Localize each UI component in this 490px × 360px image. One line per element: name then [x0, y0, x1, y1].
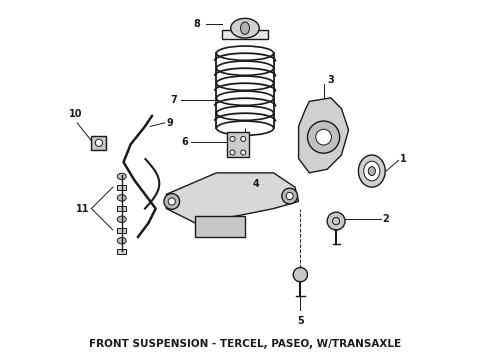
Circle shape — [327, 212, 345, 230]
Circle shape — [230, 136, 235, 141]
Circle shape — [96, 139, 102, 147]
Ellipse shape — [231, 18, 259, 38]
Bar — [118, 206, 126, 211]
Ellipse shape — [117, 216, 126, 222]
Circle shape — [282, 188, 297, 204]
Ellipse shape — [117, 195, 126, 201]
Polygon shape — [167, 173, 298, 223]
Bar — [227, 132, 248, 157]
Circle shape — [308, 121, 340, 153]
Text: 7: 7 — [171, 95, 177, 105]
Ellipse shape — [241, 22, 249, 35]
Text: 6: 6 — [181, 138, 188, 148]
Text: 11: 11 — [76, 203, 90, 213]
Circle shape — [164, 194, 180, 209]
Text: 4: 4 — [252, 179, 259, 189]
Text: FRONT SUSPENSION - TERCEL, PASEO, W/TRANSAXLE: FRONT SUSPENSION - TERCEL, PASEO, W/TRAN… — [89, 339, 401, 349]
Circle shape — [286, 193, 293, 200]
Text: 1: 1 — [400, 154, 407, 164]
Text: 9: 9 — [167, 118, 173, 128]
Circle shape — [316, 129, 331, 145]
Ellipse shape — [117, 238, 126, 244]
Circle shape — [241, 150, 245, 155]
Bar — [118, 185, 126, 190]
Ellipse shape — [117, 173, 126, 180]
Ellipse shape — [364, 161, 380, 181]
Text: 2: 2 — [383, 214, 389, 224]
Text: 5: 5 — [297, 316, 304, 326]
Circle shape — [241, 136, 245, 141]
Bar — [92, 136, 106, 150]
Circle shape — [168, 198, 175, 205]
Text: 8: 8 — [194, 18, 200, 28]
Bar — [195, 216, 245, 237]
Ellipse shape — [358, 155, 385, 187]
Bar — [118, 249, 126, 254]
Circle shape — [230, 150, 235, 155]
Polygon shape — [298, 98, 348, 173]
Bar — [222, 30, 268, 39]
Ellipse shape — [368, 167, 375, 176]
Text: 10: 10 — [69, 109, 82, 119]
Circle shape — [293, 267, 308, 282]
Text: 3: 3 — [327, 75, 334, 85]
Bar — [118, 228, 126, 233]
